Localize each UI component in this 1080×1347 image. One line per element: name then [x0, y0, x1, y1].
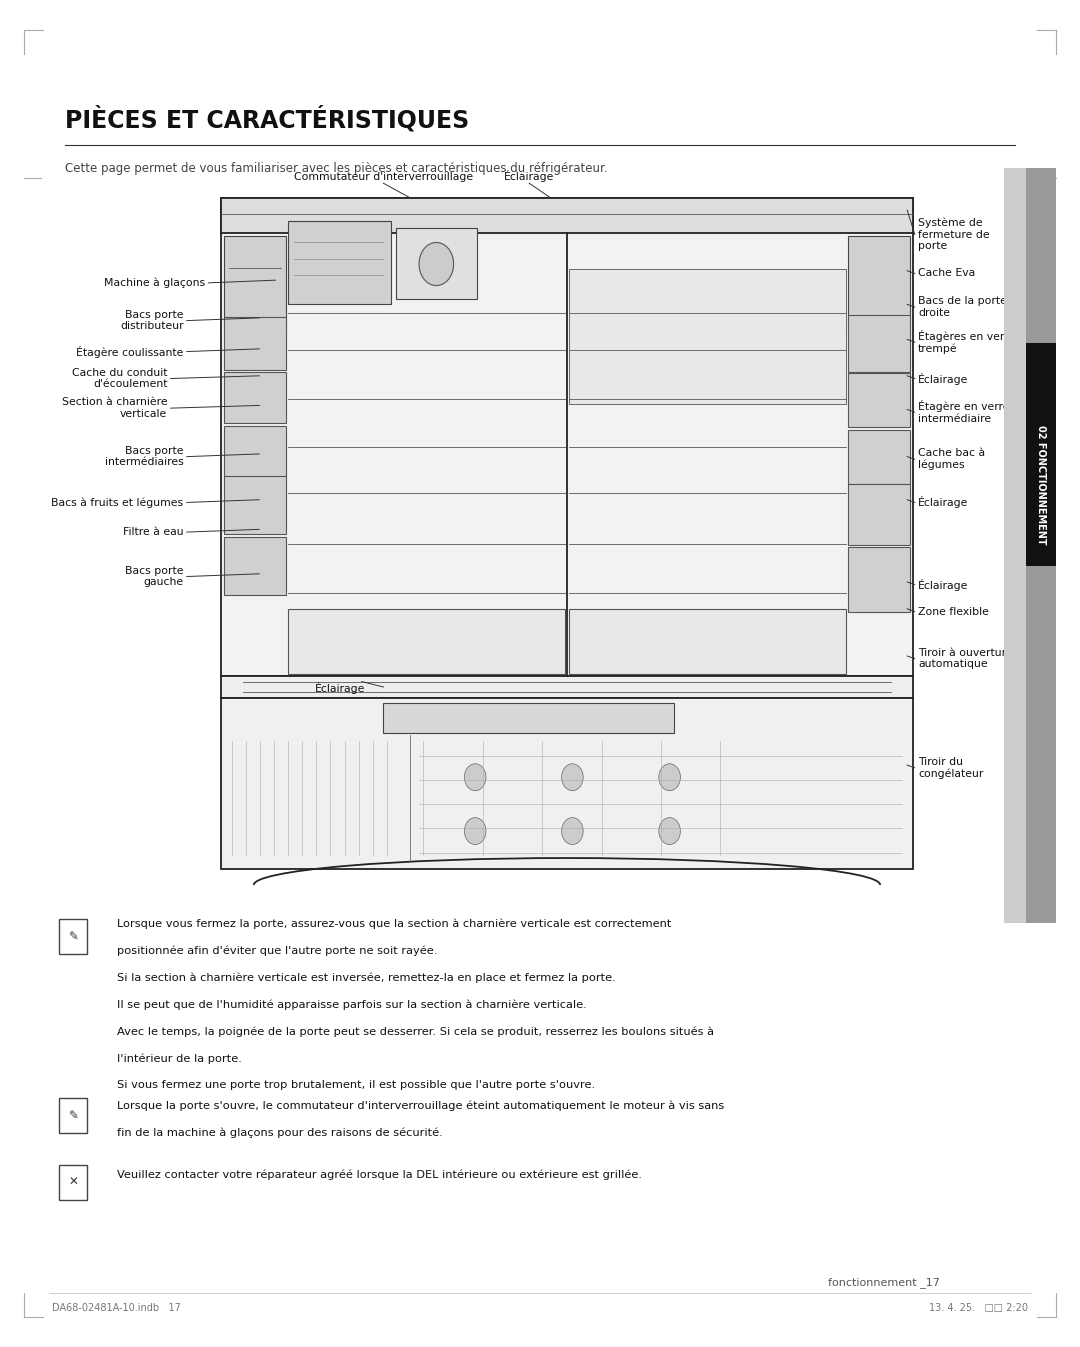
Circle shape: [659, 764, 680, 791]
Bar: [221, 198, 913, 233]
Text: 02 FONCTIONNEMENT: 02 FONCTIONNEMENT: [1036, 426, 1047, 544]
Bar: [221, 676, 913, 698]
Text: Lorsque la porte s'ouvre, le commutateur d'interverrouillage éteint automatiquem: Lorsque la porte s'ouvre, le commutateur…: [117, 1100, 724, 1111]
Text: Système de
fermeture de
porte: Système de fermeture de porte: [918, 217, 989, 252]
Bar: [224, 317, 286, 370]
Text: Zone flexible: Zone flexible: [918, 606, 989, 617]
Bar: [224, 536, 286, 595]
Bar: [1004, 168, 1056, 923]
Text: Cache bac à
légumes: Cache bac à légumes: [918, 449, 985, 470]
Circle shape: [464, 818, 486, 845]
Bar: [569, 609, 846, 674]
Text: Éclairage: Éclairage: [315, 682, 365, 694]
Bar: [224, 236, 286, 333]
Text: fonctionnement _17: fonctionnement _17: [827, 1277, 940, 1288]
Text: Bacs porte
gauche: Bacs porte gauche: [125, 566, 184, 587]
Text: Éclairage: Éclairage: [918, 579, 969, 590]
Bar: [848, 315, 910, 372]
Bar: [848, 430, 910, 484]
Text: Section à charnière
verticale: Section à charnière verticale: [62, 397, 167, 419]
Bar: [224, 426, 286, 477]
Circle shape: [659, 818, 680, 845]
Bar: [569, 269, 846, 404]
Text: ✎: ✎: [68, 1109, 79, 1122]
Circle shape: [562, 818, 583, 845]
Bar: [224, 372, 286, 423]
Bar: [848, 236, 910, 333]
Text: fin de la machine à glaçons pour des raisons de sécurité.: fin de la machine à glaçons pour des rai…: [117, 1127, 443, 1138]
Text: PIÈCES ET CARACTÉRISTIQUES: PIÈCES ET CARACTÉRISTIQUES: [65, 105, 469, 132]
Text: Étagère coulissante: Étagère coulissante: [77, 346, 184, 357]
Text: DA68-02481A-10.indb   17: DA68-02481A-10.indb 17: [52, 1303, 180, 1312]
Text: ✕: ✕: [68, 1176, 79, 1189]
Bar: [848, 485, 910, 544]
Circle shape: [464, 764, 486, 791]
Bar: [288, 221, 391, 304]
Text: Cache Eva: Cache Eva: [918, 268, 975, 279]
Text: Cette page permet de vous familiariser avec les pièces et caractéristiques du ré: Cette page permet de vous familiariser a…: [65, 162, 607, 175]
Text: Commutateur d'interverrouillage: Commutateur d'interverrouillage: [294, 172, 473, 182]
Text: Tiroir du
congélateur: Tiroir du congélateur: [918, 757, 984, 779]
Text: Il se peut que de l'humidité apparaisse parfois sur la section à charnière verti: Il se peut que de l'humidité apparaisse …: [117, 999, 586, 1010]
Text: Éclairage: Éclairage: [918, 373, 969, 384]
Text: positionnée afin d'éviter que l'autre porte ne soit rayée.: positionnée afin d'éviter que l'autre po…: [117, 946, 437, 956]
FancyBboxPatch shape: [59, 1098, 87, 1133]
Bar: [848, 373, 910, 427]
Text: Lorsque vous fermez la porte, assurez-vous que la section à charnière verticale : Lorsque vous fermez la porte, assurez-vo…: [117, 919, 671, 929]
Text: Veuillez contacter votre réparateur agréé lorsque la DEL intérieure ou extérieur: Veuillez contacter votre réparateur agré…: [117, 1169, 642, 1180]
Text: Bacs porte
intermédiaires: Bacs porte intermédiaires: [105, 446, 184, 467]
FancyBboxPatch shape: [59, 1165, 87, 1200]
Text: Éclairage: Éclairage: [504, 170, 554, 182]
Text: Tiroir à ouverture
automatique: Tiroir à ouverture automatique: [918, 648, 1013, 669]
Text: l'intérieur de la porte.: l'intérieur de la porte.: [117, 1053, 242, 1064]
Text: 13. 4. 25.   □□ 2:20: 13. 4. 25. □□ 2:20: [929, 1303, 1028, 1312]
Bar: [383, 703, 674, 733]
Text: Bacs porte
distributeur: Bacs porte distributeur: [120, 310, 184, 331]
Text: ✎: ✎: [68, 929, 79, 943]
Bar: [396, 228, 477, 299]
Text: Bacs à fruits et légumes: Bacs à fruits et légumes: [52, 497, 184, 508]
FancyBboxPatch shape: [59, 919, 87, 954]
Text: Si vous fermez une porte trop brutalement, il est possible que l'autre porte s'o: Si vous fermez une porte trop brutalemen…: [117, 1080, 595, 1090]
Text: Étagère en verre
intermédiaire: Étagère en verre intermédiaire: [918, 400, 1010, 424]
Text: Avec le temps, la poignée de la porte peut se desserrer. Si cela se produit, res: Avec le temps, la poignée de la porte pe…: [117, 1026, 714, 1037]
Text: Bacs de la porte
droite: Bacs de la porte droite: [918, 296, 1007, 318]
Bar: [221, 698, 913, 869]
Circle shape: [419, 242, 454, 286]
Bar: [221, 198, 913, 676]
Bar: [224, 475, 286, 533]
Text: Filtre à eau: Filtre à eau: [123, 527, 184, 537]
Text: Cache du conduit
d'écoulement: Cache du conduit d'écoulement: [72, 368, 167, 389]
Text: Si la section à charnière verticale est inversée, remettez-la en place et fermez: Si la section à charnière verticale est …: [117, 973, 616, 983]
Bar: [1026, 168, 1056, 923]
Text: Étagères en verre
trempé: Étagères en verre trempé: [918, 330, 1015, 354]
Text: Éclairage: Éclairage: [918, 497, 969, 508]
Bar: [848, 547, 910, 612]
Text: Machine à glaçons: Machine à glaçons: [104, 277, 205, 288]
Bar: [1026, 343, 1056, 566]
Bar: [288, 609, 565, 674]
Circle shape: [562, 764, 583, 791]
